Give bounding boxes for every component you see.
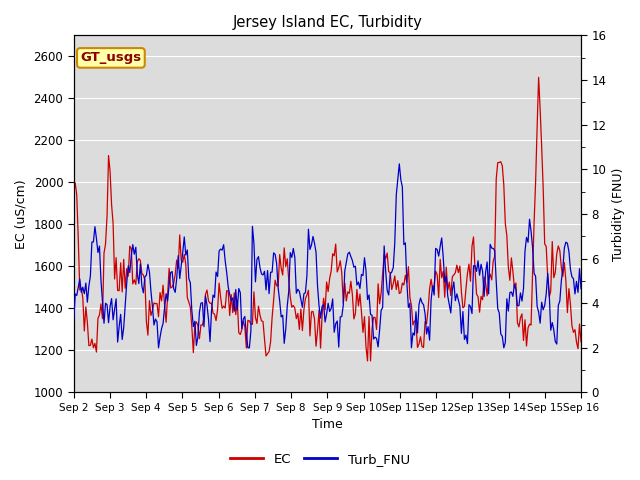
Title: Jersey Island EC, Turbidity: Jersey Island EC, Turbidity <box>232 15 422 30</box>
Y-axis label: Turbidity (FNU): Turbidity (FNU) <box>612 167 625 261</box>
Y-axis label: EC (uS/cm): EC (uS/cm) <box>15 179 28 249</box>
Text: GT_usgs: GT_usgs <box>80 51 141 64</box>
Legend: EC, Turb_FNU: EC, Turb_FNU <box>225 447 415 471</box>
X-axis label: Time: Time <box>312 419 343 432</box>
